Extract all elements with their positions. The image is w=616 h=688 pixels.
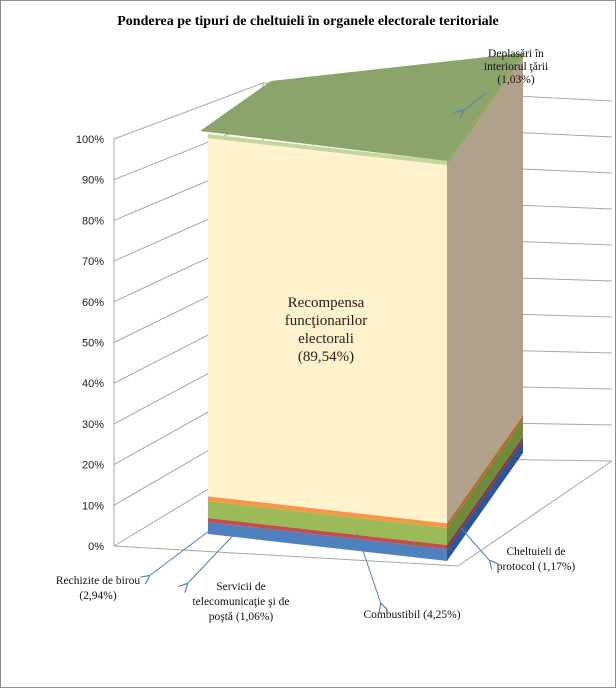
label-leader-arrow	[356, 532, 381, 604]
bar-top-face	[200, 53, 523, 161]
bar-segment-front	[208, 496, 447, 528]
bar-segment-front	[208, 138, 447, 524]
y-tick-label: 0%	[88, 541, 104, 553]
label-leader-arrow	[187, 523, 245, 584]
label-leader-arrow	[149, 527, 214, 576]
bar-segment-front	[208, 522, 447, 561]
bar-segment-front	[208, 501, 447, 545]
bar-segment-side	[447, 441, 523, 561]
data-label: Deplasări în interiorul ţării (1,03%)	[484, 48, 548, 86]
bar-segment-front	[208, 134, 447, 166]
data-label: Rechizite de birou (2,94%)	[56, 575, 141, 602]
y-tick-label: 90%	[82, 175, 104, 187]
y-tick-label: 60%	[82, 297, 104, 309]
bar-segment-side	[447, 57, 523, 524]
y-tick-label: 10%	[82, 500, 104, 512]
y-tick-label: 40%	[82, 378, 104, 390]
chart-title: Ponderea pe tipuri de cheltuieli în orga…	[117, 14, 499, 29]
bar-segment-front	[208, 518, 447, 550]
y-tick-label: 100%	[76, 134, 104, 146]
y-tick-label: 70%	[82, 256, 104, 268]
bar-segment-side	[447, 437, 523, 550]
axis-wall-line	[113, 460, 613, 567]
y-tick-label: 50%	[82, 338, 104, 350]
label-leader-arrow	[460, 527, 490, 561]
data-label: Combustibil (4,25%)	[363, 609, 460, 621]
data-label: Cheltuieli de protocol (1,17%)	[497, 546, 576, 573]
y-tick-label: 80%	[82, 215, 104, 227]
y-tick-label: 30%	[82, 419, 104, 431]
bar-segment-side	[447, 53, 523, 166]
bar-segment-side	[447, 420, 523, 545]
data-label: Servicii de telecomunicaţie şi de poştă (1…	[192, 581, 289, 623]
data-label: Recompensa funcţionarilor electorali (89,54…	[285, 295, 367, 365]
label-leader-arrow	[463, 92, 487, 111]
bar-segment-side	[447, 415, 523, 528]
y-tick-label: 20%	[82, 460, 104, 472]
